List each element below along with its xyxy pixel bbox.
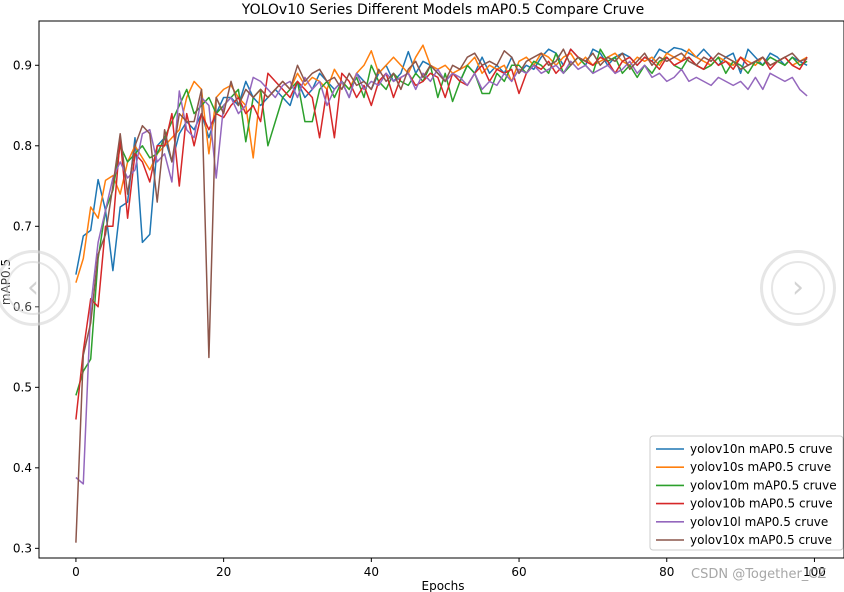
series-line-0 [75,46,808,275]
y-tick-label-4: 0.7 [13,219,32,233]
y-tick-label-2: 0.5 [13,380,32,394]
x-tick-label-4: 80 [659,565,674,579]
x-tick-label-0: 0 [72,565,80,579]
series-line-4 [75,60,808,485]
legend-label-4: yolov10l mAP0.5 cruve [690,515,828,529]
y-tick-label-1: 0.4 [13,461,32,475]
chart-title: YOLOv10 Series Different Models mAP0.5 C… [241,2,644,18]
next-image-button[interactable]: › [760,250,836,326]
legend-box [649,435,844,551]
y-tick-label-6: 0.9 [13,58,32,72]
x-tick-label-3: 60 [511,565,526,579]
x-tick-label-5: 100 [803,565,826,579]
legend: yolov10n mAP0.5 cruve yolov10s mAP0.5 cru… [649,435,844,551]
legend-label-2: yolov10m mAP0.5 cruve [690,478,837,492]
legend-label-0: yolov10n mAP0.5 cruve [690,442,833,456]
y-tick-label-0: 0.3 [13,541,32,555]
x-axis-label: Epochs [422,579,465,592]
series-line-1 [75,44,808,283]
x-tick-label-1: 20 [216,565,231,579]
chevron-right-icon: › [771,261,825,315]
x-tick-label-2: 40 [364,565,379,579]
chevron-left-icon: ‹ [6,261,60,315]
legend-label-5: yolov10x mAP0.5 cruve [690,533,832,547]
series-line-3 [75,48,808,420]
watermark: CSDN @Together_CZ [691,567,827,582]
y-tick-label-5: 0.8 [13,139,32,153]
legend-label-3: yolov10b mAP0.5 cruve [690,497,833,511]
previous-image-button[interactable]: ‹ [0,250,71,326]
series-line-5 [75,48,808,543]
plot-area [75,44,808,543]
legend-label-1: yolov10s mAP0.5 cruve [690,460,831,474]
